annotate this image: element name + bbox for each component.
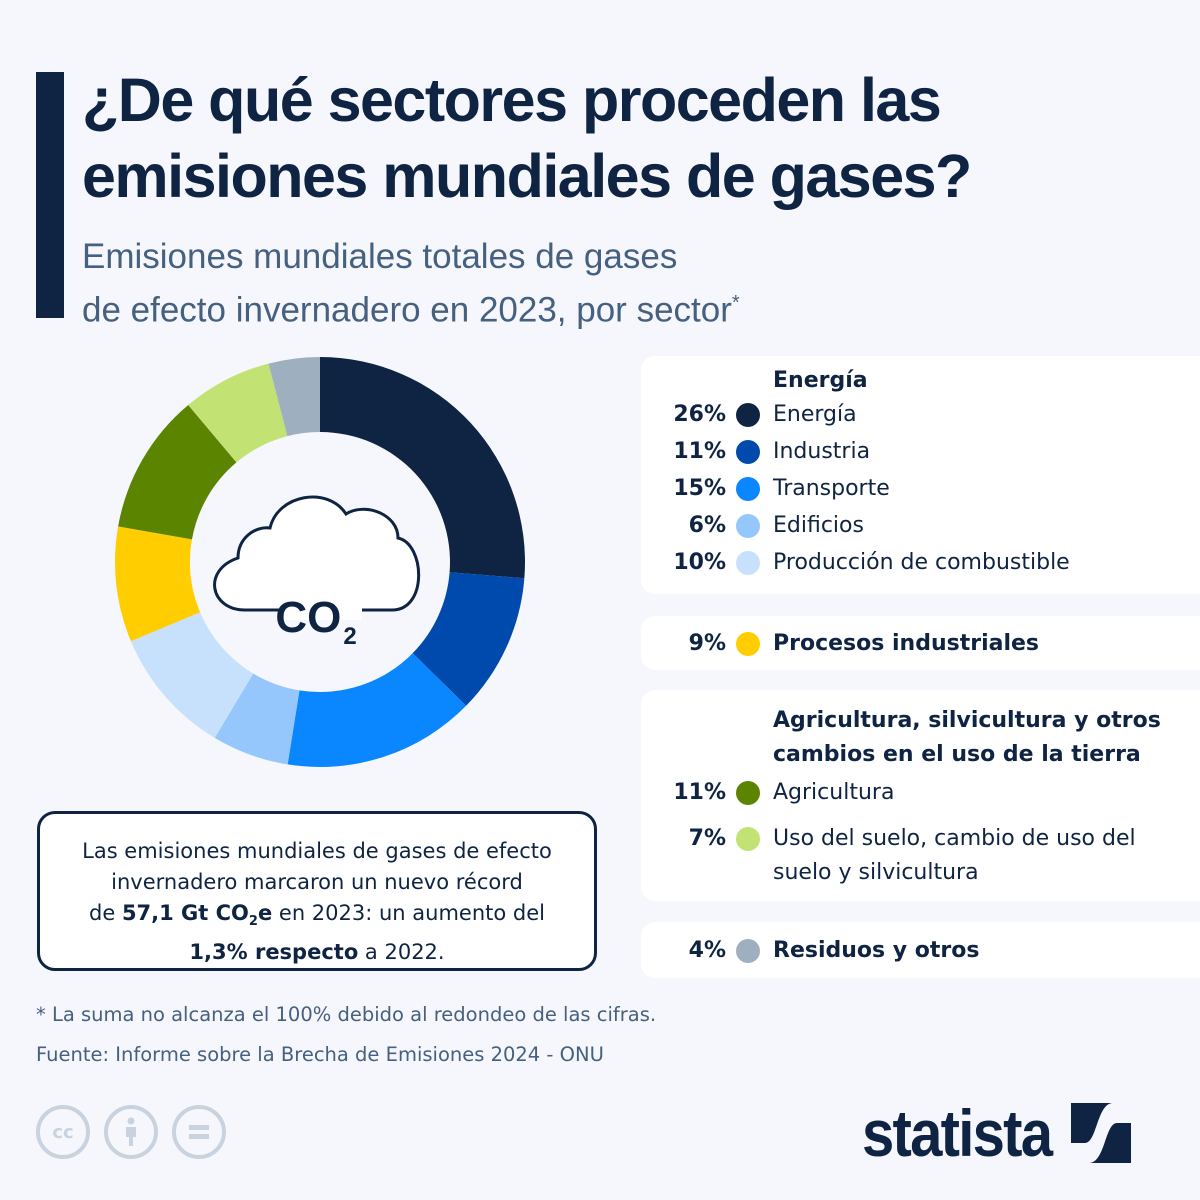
page-title: ¿De qué sectores proceden las emisiones … bbox=[82, 62, 1182, 214]
legend-swatch bbox=[736, 477, 760, 501]
legend-label: Industria bbox=[773, 439, 871, 464]
legend-swatch bbox=[736, 827, 760, 851]
subtitle-line-1: Emisiones mundiales totales de gases bbox=[82, 237, 678, 276]
legend-item: 15% Transporte bbox=[641, 472, 1200, 506]
page-subtitle: Emisiones mundiales totales de gases de … bbox=[82, 234, 982, 334]
callout-line-2: invernadero marcaron un nuevo récord bbox=[111, 870, 523, 894]
legend-label: Producción de combustible bbox=[773, 550, 1070, 575]
legend-value: 11% bbox=[673, 780, 726, 805]
legend-swatch bbox=[736, 440, 760, 464]
legend-label: Edificios bbox=[773, 513, 864, 538]
donut-slice-6 bbox=[114, 526, 201, 642]
no-derivatives-icon[interactable] bbox=[172, 1105, 226, 1159]
donut-chart: CO2 bbox=[114, 357, 525, 767]
legend-item: 4% Residuos y otros bbox=[641, 934, 1200, 968]
callout-growth: 1,3% respecto bbox=[189, 940, 359, 965]
legend-value: 26% bbox=[673, 402, 726, 427]
legend-group-energia: Energía 26% Energía 11% Industria 15% Tr… bbox=[641, 356, 1200, 594]
callout-text: en 2023: un aumento del bbox=[272, 901, 545, 925]
legend-value: 10% bbox=[673, 550, 726, 575]
legend-swatch bbox=[736, 403, 760, 427]
cc-icon[interactable]: cc bbox=[36, 1105, 90, 1159]
attribution-icon[interactable] bbox=[104, 1105, 158, 1159]
donut-slice-5 bbox=[130, 612, 254, 738]
legend-group-agricultura: Agricultura, silvicultura y otros cambio… bbox=[641, 690, 1200, 901]
legend-group-heading-line-2: cambios en el uso de la tierra bbox=[773, 742, 1141, 767]
legend-swatch bbox=[736, 939, 760, 963]
legend-item: 9% Procesos industriales bbox=[641, 627, 1200, 661]
legend-label: Agricultura bbox=[773, 780, 895, 805]
legend-value: 11% bbox=[673, 439, 726, 464]
legend-item: 7% Uso del suelo, cambio de uso del suelo… bbox=[641, 822, 1200, 890]
legend-item: 11% Industria bbox=[641, 435, 1200, 469]
subtitle-footnote-mark: * bbox=[731, 292, 740, 314]
legend-label: Residuos y otros bbox=[773, 938, 980, 963]
legend-item: 26% Energía bbox=[641, 398, 1200, 432]
legend-label: Energía bbox=[773, 402, 857, 427]
source-note: Fuente: Informe sobre la Brecha de Emisi… bbox=[36, 1043, 604, 1066]
footnote: * La suma no alcanza el 100% debido al r… bbox=[36, 1003, 657, 1026]
legend-group-heading: Agricultura, silvicultura y otros cambio… bbox=[773, 704, 1193, 772]
donut-slice-1 bbox=[320, 357, 525, 579]
legend-swatch bbox=[736, 632, 760, 656]
callout-text: de bbox=[89, 901, 122, 925]
legend-item: 6% Edificios bbox=[641, 509, 1200, 543]
legend-value: 15% bbox=[673, 476, 726, 501]
title-line-1: ¿De qué sectores proceden las bbox=[82, 66, 942, 134]
legend-label: Transporte bbox=[773, 476, 890, 501]
legend-value: 9% bbox=[688, 631, 726, 656]
legend-swatch bbox=[736, 781, 760, 805]
donut-slice-2 bbox=[412, 572, 525, 706]
title-accent-bar bbox=[36, 72, 64, 318]
callout-total-emissions: 57,1 Gt CO2e bbox=[121, 901, 273, 930]
legend-value: 7% bbox=[688, 826, 726, 851]
donut-slice-9 bbox=[268, 357, 320, 437]
legend-swatch bbox=[736, 551, 760, 575]
donut-slice-4 bbox=[214, 673, 300, 765]
statista-logo-icon bbox=[1071, 1103, 1132, 1163]
donut-slice-7 bbox=[118, 404, 237, 540]
legend-group-procesos: 9% Procesos industriales bbox=[641, 616, 1200, 670]
legend-group-heading-line-1: Agricultura, silvicultura y otros bbox=[773, 708, 1161, 733]
subtitle-line-2: de efecto invernadero en 2023, por secto… bbox=[82, 290, 732, 330]
callout-text: a 2022. bbox=[358, 940, 445, 965]
cloud-co2-icon: CO2 bbox=[213, 495, 421, 650]
callout-line-1: Las emisiones mundiales de gases de efec… bbox=[82, 839, 552, 863]
title-line-2: emisiones mundiales de gases? bbox=[82, 142, 972, 210]
statista-logo[interactable]: statista bbox=[862, 1096, 1132, 1170]
legend-item: 10% Producción de combustible bbox=[641, 546, 1200, 580]
donut-slice-8 bbox=[188, 363, 288, 463]
license-icons: cc bbox=[36, 1105, 226, 1159]
legend-value: 6% bbox=[688, 513, 726, 538]
legend-value: 4% bbox=[688, 938, 726, 963]
legend-group-residuos: 4% Residuos y otros bbox=[641, 922, 1200, 978]
legend-swatch bbox=[736, 514, 760, 538]
legend-group-heading: Energía bbox=[773, 368, 868, 393]
key-fact-callout: Las emisiones mundiales de gases de efec… bbox=[37, 811, 597, 971]
co2-label: CO2 bbox=[275, 593, 356, 650]
brand-wordmark: statista bbox=[862, 1096, 1053, 1170]
legend-item: 11% Agricultura bbox=[641, 776, 1200, 810]
donut-slice-3 bbox=[287, 653, 467, 767]
legend-label: Procesos industriales bbox=[773, 631, 1040, 656]
legend-label: Uso del suelo, cambio de uso del suelo y … bbox=[773, 826, 1136, 885]
